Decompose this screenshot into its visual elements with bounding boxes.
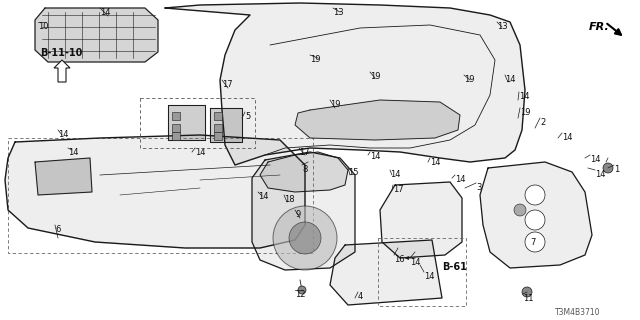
Circle shape xyxy=(522,287,532,297)
Bar xyxy=(172,112,180,120)
Text: 1: 1 xyxy=(614,165,620,174)
Text: 19: 19 xyxy=(330,100,340,109)
Text: 14: 14 xyxy=(519,92,529,101)
Text: FR.: FR. xyxy=(589,22,610,32)
Text: 12: 12 xyxy=(295,290,305,299)
Text: 14: 14 xyxy=(590,155,600,164)
Circle shape xyxy=(525,185,545,205)
Bar xyxy=(172,124,180,132)
Text: 14: 14 xyxy=(100,8,111,17)
Circle shape xyxy=(273,206,337,270)
Text: 16: 16 xyxy=(394,255,404,264)
Polygon shape xyxy=(295,100,460,140)
Text: 14: 14 xyxy=(370,152,381,161)
Text: 6: 6 xyxy=(55,225,60,234)
Text: B-11-10: B-11-10 xyxy=(40,48,83,58)
Text: 14: 14 xyxy=(195,148,205,157)
Polygon shape xyxy=(5,135,305,248)
Polygon shape xyxy=(210,108,242,142)
Text: 18: 18 xyxy=(284,195,294,204)
Circle shape xyxy=(514,204,526,216)
Text: 19: 19 xyxy=(520,108,531,117)
Bar xyxy=(214,124,222,132)
Text: 14: 14 xyxy=(455,175,465,184)
Text: 19: 19 xyxy=(310,55,321,64)
Polygon shape xyxy=(252,152,355,270)
Text: 3: 3 xyxy=(476,183,481,192)
Text: 5: 5 xyxy=(245,112,250,121)
Circle shape xyxy=(289,222,321,254)
Text: 14: 14 xyxy=(505,75,515,84)
Polygon shape xyxy=(35,8,158,62)
Text: 14: 14 xyxy=(68,148,79,157)
Text: 10: 10 xyxy=(38,22,49,31)
Text: 19: 19 xyxy=(464,75,474,84)
Text: 17: 17 xyxy=(222,80,232,89)
Text: 19: 19 xyxy=(370,72,381,81)
Text: B-61: B-61 xyxy=(442,262,467,272)
Polygon shape xyxy=(260,152,348,192)
Bar xyxy=(214,112,222,120)
Text: 14: 14 xyxy=(430,158,440,167)
Text: 15: 15 xyxy=(348,168,358,177)
Text: 14: 14 xyxy=(410,258,420,267)
Text: 13: 13 xyxy=(333,8,344,17)
Text: T3M4B3710: T3M4B3710 xyxy=(555,308,600,317)
Polygon shape xyxy=(35,158,92,195)
Bar xyxy=(140,98,255,148)
Text: 13: 13 xyxy=(497,22,508,31)
Text: 14: 14 xyxy=(595,170,605,179)
Polygon shape xyxy=(168,105,205,140)
Circle shape xyxy=(603,163,613,173)
Circle shape xyxy=(525,232,545,252)
Text: 4: 4 xyxy=(358,292,364,301)
Polygon shape xyxy=(380,182,462,258)
Text: 9: 9 xyxy=(295,210,300,219)
Bar xyxy=(378,238,466,306)
Text: 14: 14 xyxy=(424,272,435,281)
Text: 17: 17 xyxy=(393,185,404,194)
Text: 17: 17 xyxy=(299,148,310,157)
Polygon shape xyxy=(165,3,525,165)
Text: 8: 8 xyxy=(302,165,307,174)
Text: 14: 14 xyxy=(58,130,68,139)
Text: 11: 11 xyxy=(523,294,534,303)
Polygon shape xyxy=(330,240,442,305)
FancyArrow shape xyxy=(54,60,70,82)
Text: 14: 14 xyxy=(258,192,269,201)
Bar xyxy=(8,138,313,253)
Text: 2: 2 xyxy=(540,118,545,127)
Text: 7: 7 xyxy=(530,238,536,247)
Polygon shape xyxy=(480,162,592,268)
Circle shape xyxy=(298,286,306,294)
Bar xyxy=(214,132,222,140)
Bar xyxy=(172,132,180,140)
Text: 14: 14 xyxy=(390,170,401,179)
Circle shape xyxy=(525,210,545,230)
Text: 14: 14 xyxy=(562,133,573,142)
